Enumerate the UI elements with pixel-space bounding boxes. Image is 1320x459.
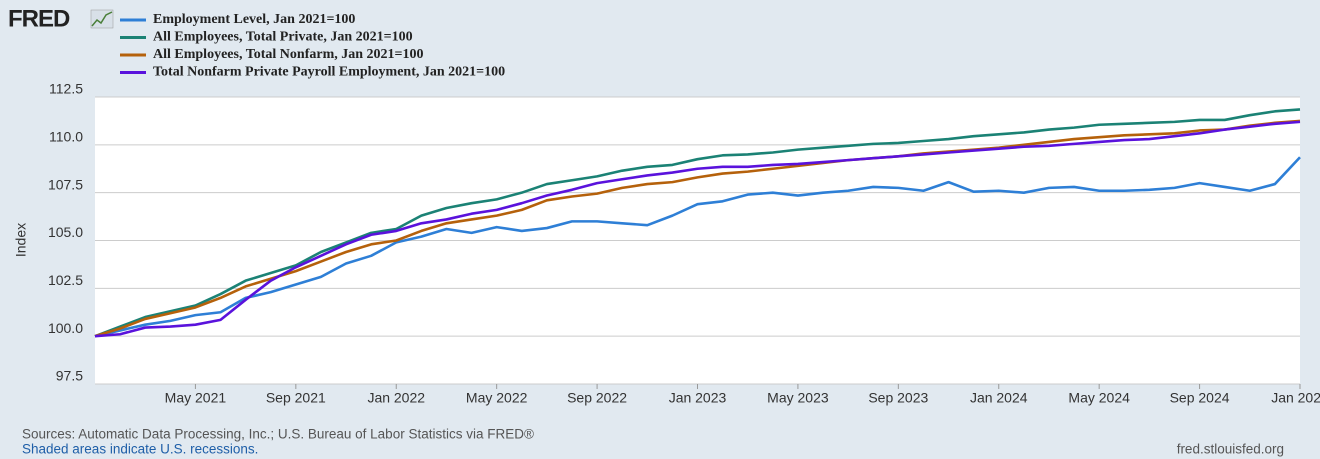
x-tick-label: Sep 2022 [567, 390, 627, 406]
y-tick-label: 107.5 [48, 176, 83, 192]
y-tick-label: 112.5 [49, 81, 83, 97]
x-tick-label: Sep 2024 [1170, 390, 1230, 406]
site[interactable]: fred.stlouisfed.org [1177, 442, 1284, 457]
x-tick-label: Jan 2024 [970, 390, 1028, 406]
x-tick-label: Jan 2022 [367, 390, 425, 406]
x-tick-label: May 2024 [1068, 390, 1130, 406]
series-line [94, 108, 1301, 338]
series-line [94, 120, 1301, 338]
x-tick-label: May 2021 [165, 390, 227, 406]
x-tick-label: Jan 2023 [669, 390, 727, 406]
x-tick-label: May 2023 [767, 390, 829, 406]
source: Sources: Automatic Data Processing, Inc.… [22, 427, 534, 442]
series-line [94, 119, 1301, 338]
y-axis-label: Index [13, 223, 29, 257]
y-tick-label: 97.5 [56, 368, 83, 384]
x-tick-label: Sep 2023 [868, 390, 928, 406]
logo: FRED [8, 5, 70, 32]
y-tick-label: 102.5 [48, 272, 83, 288]
series-line [94, 156, 1301, 338]
x-tick-label: Jan 2025 [1271, 390, 1320, 406]
logo-icon [90, 9, 114, 29]
y-tick-label: 100.0 [48, 320, 83, 336]
legend-label: Total Nonfarm Private Payroll Employment… [153, 65, 505, 80]
legend-label: Employment Level, Jan 2021=100 [153, 12, 355, 27]
x-tick-label: May 2022 [466, 390, 528, 406]
legend-label: All Employees, Total Private, Jan 2021=1… [153, 30, 413, 45]
y-tick-label: 110.0 [49, 129, 83, 145]
legend-label: All Employees, Total Nonfarm, Jan 2021=1… [153, 47, 424, 62]
y-tick-label: 105.0 [48, 224, 83, 240]
recession-note[interactable]: Shaded areas indicate U.S. recessions. [22, 442, 258, 457]
x-tick-label: Sep 2021 [266, 390, 326, 406]
